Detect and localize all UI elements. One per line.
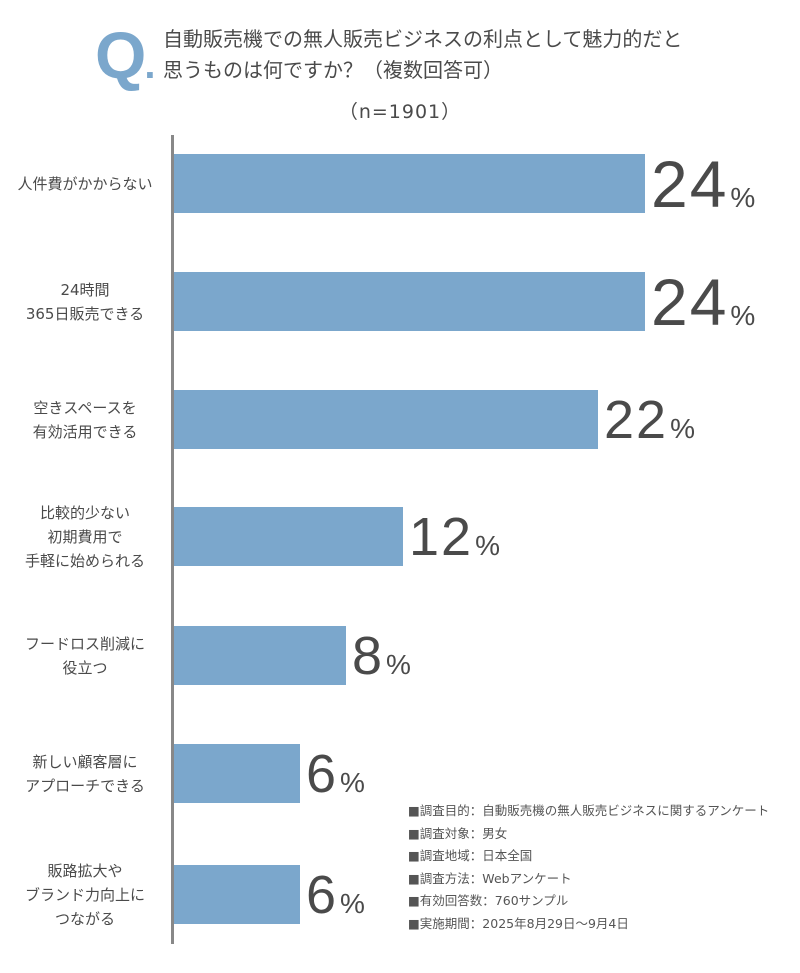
bar xyxy=(174,390,598,449)
survey-notes: ■調査目的：自動販売機の無人販売ビジネスに関するアンケート ■調査対象：男女 ■… xyxy=(408,800,769,935)
y-axis-line xyxy=(171,135,174,944)
value-label: 8% xyxy=(352,626,411,686)
question-mark-logo: Q. xyxy=(95,18,155,92)
bar xyxy=(174,272,645,331)
chart-title-line-2: 思うものは何ですか？（複数回答可） xyxy=(163,58,503,82)
chart-title: 自動販売機での無人販売ビジネスの利点として魅力的だと 思うものは何ですか？（複数… xyxy=(163,24,682,86)
bar xyxy=(174,507,403,566)
category-label: フードロス削減に 役立つ xyxy=(24,635,145,677)
value-label: 24% xyxy=(651,147,756,221)
value-label: 6% xyxy=(306,744,365,804)
sample-size: （n=1901） xyxy=(338,101,462,123)
note-period: ■実施期間：2025年8月29日～9月4日 xyxy=(408,915,629,931)
bar xyxy=(174,154,645,213)
category-label: 比較的少ない 初期費用で 手軽に始められる xyxy=(24,504,145,570)
bar xyxy=(174,744,300,803)
bar-row: 新しい顧客層に アプローチできる 6% xyxy=(0,744,800,804)
note-responses: ■有効回答数：760サンプル xyxy=(408,893,569,908)
note-method: ■調査方法：Webアンケート xyxy=(408,870,572,886)
value-label: 24% xyxy=(651,265,756,339)
bar-row: 人件費がかからない 24% xyxy=(0,147,800,221)
bar-row: 比較的少ない 初期費用で 手軽に始められる 12% xyxy=(0,504,800,570)
category-label: 24時間 365日販売できる xyxy=(25,281,145,323)
value-label: 12% xyxy=(409,507,500,567)
category-label: 販路拡大や ブランド力向上に つながる xyxy=(24,862,145,928)
chart-title-line-1: 自動販売機での無人販売ビジネスの利点として魅力的だと xyxy=(163,27,683,51)
bar xyxy=(174,626,346,685)
bar-row: フードロス削減に 役立つ 8% xyxy=(0,626,800,686)
category-label: 新しい顧客層に アプローチできる xyxy=(25,753,145,795)
bar-row: 24時間 365日販売できる 24% xyxy=(0,265,800,339)
note-region: ■調査地域：日本全国 xyxy=(408,848,533,863)
note-purpose: ■調査目的：自動販売機の無人販売ビジネスに関するアンケート xyxy=(408,803,770,818)
note-target: ■調査対象：男女 xyxy=(408,825,508,841)
bar-row: 空きスペースを 有効活用できる 22% xyxy=(0,390,800,450)
category-label: 空きスペースを 有効活用できる xyxy=(32,399,138,441)
bar-row: 販路拡大や ブランド力向上に つながる 6% xyxy=(0,862,800,928)
bar xyxy=(174,865,300,924)
category-label: 人件費がかからない xyxy=(17,175,153,193)
value-label: 6% xyxy=(306,865,365,925)
value-label: 22% xyxy=(604,390,695,450)
